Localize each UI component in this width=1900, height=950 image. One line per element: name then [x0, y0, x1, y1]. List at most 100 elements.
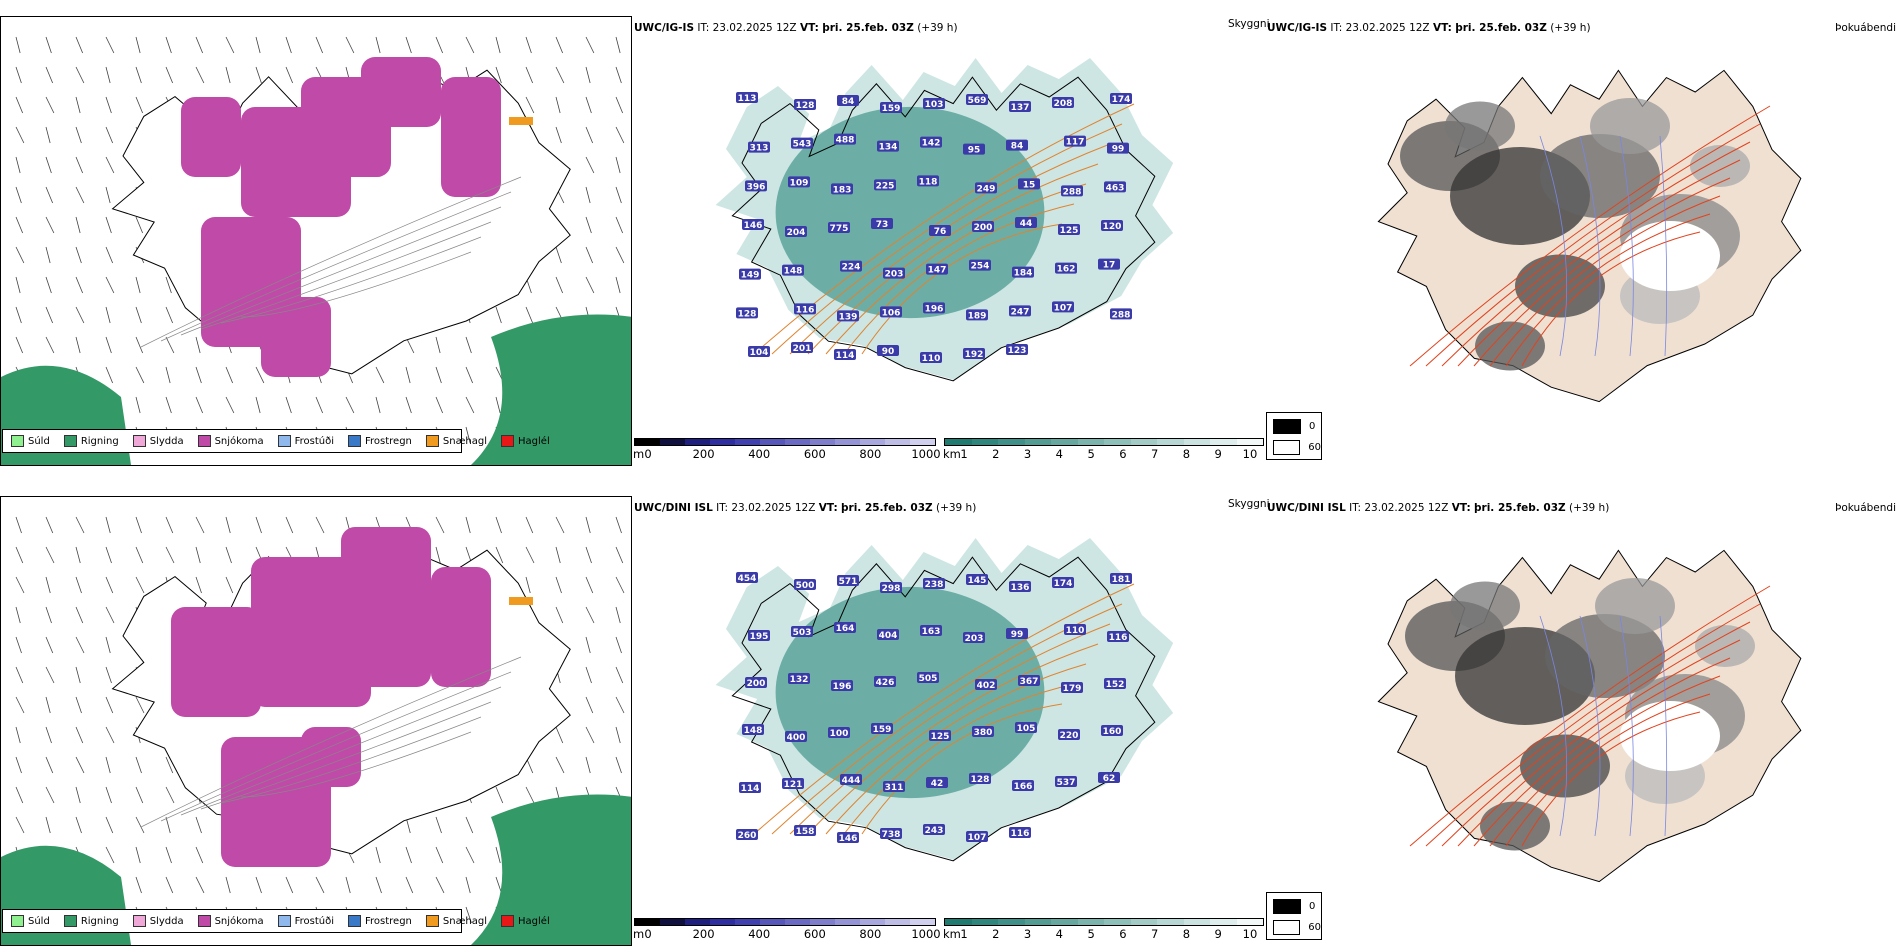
road-line [240, 251, 472, 318]
precip-legend-item: Snæhagl [425, 435, 487, 447]
visibility-colorbar-cell [998, 439, 1025, 445]
lead-time: (+39 h) [935, 502, 977, 514]
wind-barb [435, 366, 442, 384]
cloud-base-label: 162 [1057, 265, 1076, 275]
road-line [140, 656, 522, 828]
road-line [1489, 675, 1721, 847]
snow-area [431, 567, 491, 687]
wind-barb [585, 216, 592, 234]
cloud-base-patch [840, 260, 862, 272]
cloud-base-patch [794, 579, 816, 590]
road-line [843, 203, 1075, 355]
precip-legend-item: Snæhagl [425, 915, 488, 927]
wind-barb [225, 516, 231, 534]
precip-legend-item: Frostúði [277, 435, 334, 447]
wind-barb [465, 816, 474, 834]
cloud-base-patch [794, 99, 816, 110]
cloud-base-patch [1015, 217, 1037, 228]
cloud-base-patch [883, 781, 905, 792]
wind-barb [15, 126, 25, 144]
visibility-colorbar-tick-label: 8 [1182, 447, 1191, 461]
cloud-base-patch [880, 102, 902, 113]
fog-index-area [1480, 801, 1550, 851]
precip-legend-item: Súld [11, 435, 50, 447]
cloud-base-label: 105 [1017, 724, 1036, 734]
wind-barb [615, 726, 621, 744]
wind-barb [165, 36, 172, 54]
wind-barb [135, 786, 144, 804]
legend-label: Snæhagl [442, 915, 488, 927]
visibility-colorbar-cell [1051, 919, 1078, 925]
cloud-base-label: 100 [830, 729, 849, 739]
wind-barb [135, 846, 141, 864]
wind-barb [105, 696, 114, 714]
wind-barb [45, 96, 55, 114]
wind-barb [585, 666, 592, 684]
wind-barb [15, 756, 22, 774]
visibility-colorbar-cell [1077, 919, 1104, 925]
wind-barb [165, 396, 172, 414]
road-line [1489, 195, 1721, 367]
visibility-colorbar-cell [1210, 439, 1237, 445]
wind-barb [525, 576, 531, 594]
wind-barb [465, 36, 475, 54]
wind-barb [615, 696, 625, 714]
visibility-map-canvas: 454 500 571 298 238 145 136 174 181 195 503 164 404 1… [715, 538, 1174, 862]
cloud-base-label: 543 [793, 140, 812, 150]
snow-area [361, 57, 441, 127]
visibility-map: 113 128 84 159 103 569 137 208 174 313 543 488 134 14… [634, 34, 1224, 434]
wind-barb [555, 66, 565, 84]
visibility-colorbar-cell [1183, 439, 1210, 445]
cloud-base-patch [837, 575, 859, 586]
snow-area [261, 297, 331, 377]
wind-barb [375, 36, 381, 54]
cloud-base-patch [736, 572, 758, 583]
cloud-base-patch [782, 264, 804, 276]
cloud-base-label: 121 [784, 780, 803, 790]
fog-index-title: Þokuábendi [1835, 22, 1896, 34]
cloud-base-label: 146 [744, 221, 763, 231]
wind-barb [585, 186, 591, 204]
cloud-base-patch [782, 778, 804, 789]
ceiling-colorbar-cell [835, 919, 860, 925]
cloud-base-patch [837, 310, 859, 322]
wind-barb [375, 876, 382, 894]
cloud-base-patch [1107, 631, 1129, 642]
cloud-base-label: 505 [919, 674, 938, 684]
cloud-base-label: 110 [922, 354, 941, 364]
cloud-base-label: 402 [977, 681, 996, 691]
cloud-base-label: 120 [1103, 222, 1122, 232]
wind-barb [45, 216, 55, 234]
wind-barb [135, 816, 145, 834]
wind-barb [15, 276, 21, 294]
cloud-base-label: 132 [790, 675, 809, 685]
legend-swatch [63, 915, 77, 927]
cloud-base-patch [1104, 678, 1126, 689]
cloud-base-patch [742, 724, 764, 735]
visibility-colorbar-tick-label: 4 [1055, 447, 1063, 461]
ceiling-colorbar-tick-label: 0 [644, 927, 652, 941]
wind-barb [165, 756, 174, 774]
panel-header: UWC/IG-IS IT: 23.02.2025 12Z VT: þri. 25… [634, 22, 958, 34]
fog-map-canvas [1377, 549, 1802, 883]
wind-barb [615, 66, 622, 84]
cloud-base-label: 313 [750, 144, 769, 154]
cloud-base-label: 137 [1011, 103, 1030, 113]
wind-barb [75, 96, 81, 114]
wind-barb [45, 246, 51, 264]
precip-legend-item: Súld [11, 915, 50, 927]
wind-barb [285, 36, 292, 54]
cloud-base-patch [966, 309, 988, 321]
road-line [1425, 123, 1761, 367]
wind-barb [135, 576, 145, 594]
cloud-base-patch [1052, 577, 1074, 588]
fog-index-area [1445, 101, 1515, 151]
visibility-colorbar-cell [1130, 439, 1157, 445]
valid-time: þri. 25.feb. 03Z [822, 22, 914, 34]
valid-time-label: VT: [1432, 22, 1452, 34]
visibility-colorbar-cell [1236, 439, 1263, 445]
cloud-base-label: 220 [1060, 731, 1079, 741]
cloud-base-label: 113 [738, 94, 757, 104]
wind-barb [135, 276, 141, 294]
wind-barb [45, 126, 51, 144]
